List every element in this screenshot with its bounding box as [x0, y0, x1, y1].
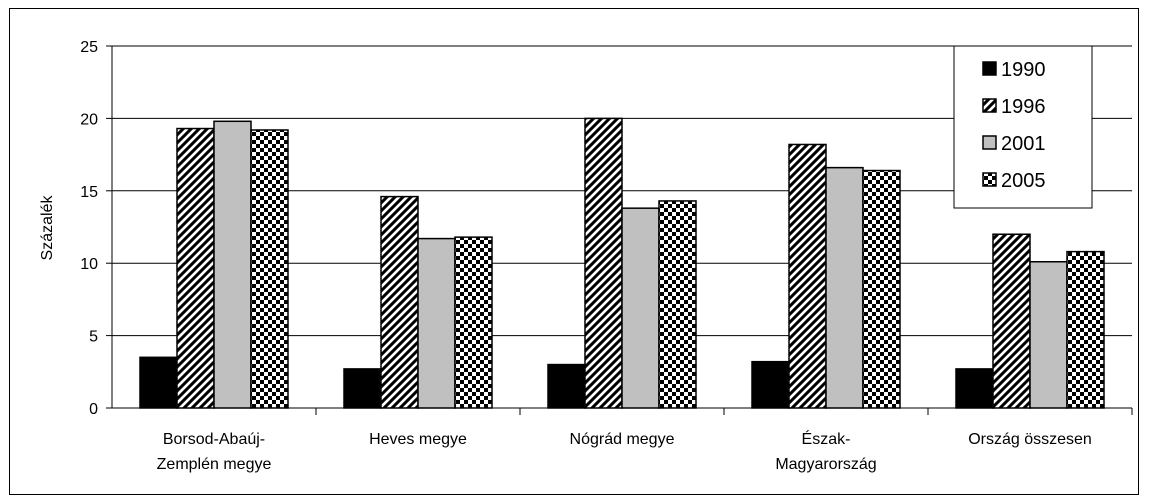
bar-2005 [250, 129, 289, 409]
bar-2001 [1029, 261, 1068, 409]
y-tick-label: 5 [89, 329, 98, 346]
bar-2005 [862, 169, 901, 409]
bar-1990 [139, 356, 178, 409]
bar-1990 [751, 360, 790, 409]
bar-1996 [176, 127, 215, 409]
y-tick-label: 20 [80, 111, 98, 128]
y-tick-label: 15 [80, 184, 98, 201]
bar-2001 [621, 207, 660, 409]
bar-2001 [213, 120, 252, 409]
bar-2001 [417, 237, 456, 409]
x-category-label: Heves megye [369, 431, 467, 448]
x-category-labels: Borsod-Abaúj- Zemplén megye Heves megye Nóg… [157, 429, 1092, 473]
y-tick-labels: 0 5 10 15 20 25 [80, 39, 112, 418]
legend-label: 1990 [1001, 59, 1046, 81]
x-category-label: Észak- [802, 429, 851, 448]
x-category-label: Magyarország [775, 456, 876, 473]
bars [139, 117, 1105, 409]
bar-1996 [788, 143, 827, 409]
legend-label: 2005 [1001, 170, 1046, 192]
legend-box [953, 45, 1093, 209]
y-axis-label: Százalék [39, 195, 56, 261]
legend-label: 2001 [1001, 133, 1046, 155]
y-tick-label: 0 [89, 401, 98, 418]
y-tick-label: 10 [80, 256, 98, 273]
y-tick-label: 25 [80, 39, 98, 56]
bar-2005 [1066, 250, 1105, 409]
bar-1990 [343, 368, 382, 409]
legend-swatch-1990 [982, 61, 997, 76]
axes [111, 46, 1133, 415]
x-category-label: Borsod-Abaúj- [163, 431, 265, 448]
x-category-label: Ország összesen [968, 431, 1092, 448]
bar-2005 [658, 200, 697, 409]
bar-1996 [380, 195, 419, 409]
bar-1990 [547, 363, 586, 409]
legend: 1990 1996 2001 2005 [953, 45, 1093, 209]
bar-2001 [825, 166, 864, 409]
legend-swatch-1996 [982, 98, 997, 113]
bar-1996 [992, 233, 1031, 409]
legend-label: 1996 [1001, 96, 1046, 118]
x-category-label: Nógrád megye [570, 431, 675, 448]
bar-2005 [454, 236, 493, 409]
bar-1996 [584, 117, 623, 409]
legend-swatch-2001 [982, 135, 997, 150]
legend-swatch-2005 [982, 172, 997, 187]
bar-1990 [955, 368, 994, 409]
x-category-label: Zemplén megye [157, 456, 272, 473]
